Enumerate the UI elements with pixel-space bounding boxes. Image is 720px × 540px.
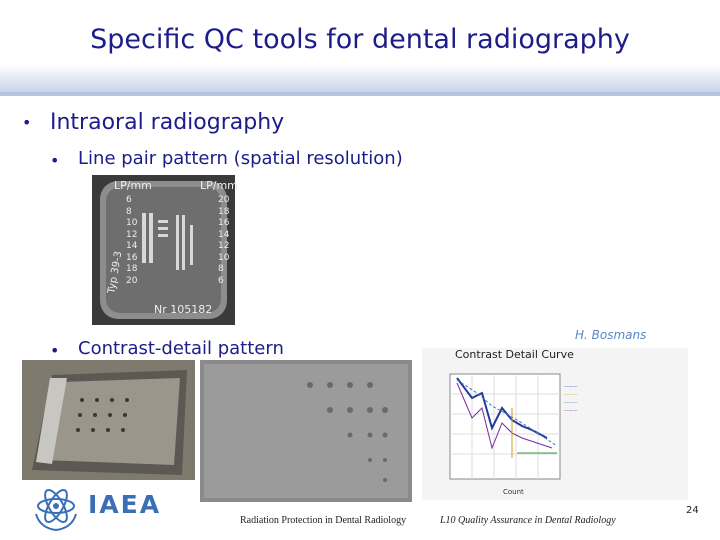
lp-value: 8 bbox=[218, 264, 224, 274]
lp-value: 16 bbox=[218, 218, 230, 228]
lp-value: 10 bbox=[126, 218, 138, 228]
line-pair-labels: LP/mm LP/mm 6 8 10 12 14 16 18 20 20 18 16 14 12 10 8 6 Ty… bbox=[92, 175, 238, 325]
svg-text:———: ——— bbox=[564, 393, 578, 398]
svg-text:———: ——— bbox=[564, 409, 578, 414]
lp-serial: Nr 105182 bbox=[154, 303, 213, 316]
lp-value: 14 bbox=[126, 241, 138, 251]
bullet: Intraoral radiography bbox=[22, 110, 284, 135]
line-pair-image bbox=[92, 175, 235, 325]
page-number: 24 bbox=[686, 505, 699, 516]
lp-value: 14 bbox=[218, 229, 230, 240]
lp-type: Typ 39-3 bbox=[106, 250, 125, 295]
lp-value: 16 bbox=[126, 252, 138, 263]
lp-header: LP/mm bbox=[114, 179, 152, 192]
lp-value: 6 bbox=[126, 195, 132, 205]
lp-value: 10 bbox=[218, 252, 230, 263]
credit: H. Bosmans bbox=[575, 328, 647, 342]
chart-title: Contrast Detail Curve bbox=[455, 348, 574, 361]
contrast-detail-radiograph bbox=[200, 360, 412, 502]
lp-header: LP/mm bbox=[200, 179, 238, 192]
logo-text: IAEA bbox=[88, 490, 162, 519]
sub-bullet: Contrast-detail pattern bbox=[50, 338, 284, 360]
lp-value: 18 bbox=[126, 264, 138, 274]
lp-value: 20 bbox=[218, 195, 230, 205]
footer-left: Radiation Protection in Dental Radiology bbox=[240, 515, 407, 526]
slide-title: Specific QC tools for dental radiography bbox=[90, 24, 630, 55]
lp-value: 18 bbox=[218, 206, 230, 217]
lp-value: 8 bbox=[126, 206, 132, 217]
svg-text:———: ——— bbox=[564, 385, 578, 390]
chart-x-label: Count bbox=[503, 488, 524, 496]
lp-value: 6 bbox=[218, 275, 224, 286]
sub-bullet: Line pair pattern (spatial resolution) bbox=[50, 148, 403, 170]
footer-right: L10 Quality Assurance in Dental Radiolog… bbox=[440, 515, 616, 526]
logo-emblem bbox=[35, 489, 77, 532]
lp-value: 12 bbox=[126, 229, 138, 240]
svg-text:———: ——— bbox=[564, 401, 578, 406]
title-bar bbox=[0, 0, 720, 96]
lp-value: 12 bbox=[218, 241, 230, 251]
chart-screenshot: ——— ——— ——— ——— bbox=[422, 348, 688, 500]
lp-value: 20 bbox=[126, 275, 138, 286]
phantom-photo bbox=[22, 360, 195, 480]
